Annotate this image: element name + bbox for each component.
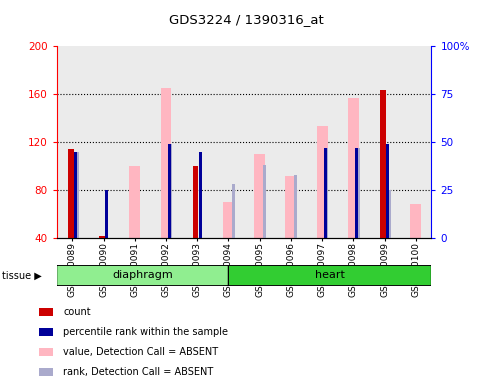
Bar (161, 88, 172, 238)
Bar (323, 148, 327, 238)
Text: count: count (63, 307, 91, 317)
Bar (285, 176, 296, 238)
Text: GDS3224 / 1390316_at: GDS3224 / 1390316_at (169, 13, 324, 26)
Bar (199, 152, 202, 238)
Bar (168, 144, 171, 238)
Text: diaphragm: diaphragm (112, 270, 173, 280)
Bar (386, 144, 389, 238)
Bar (325, 148, 328, 238)
Text: percentile rank within the sample: percentile rank within the sample (63, 327, 228, 337)
Bar (254, 154, 265, 238)
Bar (348, 98, 359, 238)
Bar (105, 190, 108, 238)
Bar (68, 149, 73, 238)
Text: value, Detection Call = ABSENT: value, Detection Call = ABSENT (63, 347, 218, 357)
Bar (387, 190, 391, 238)
Bar (263, 165, 266, 238)
Bar (169, 144, 172, 238)
Bar (355, 148, 358, 238)
Text: heart: heart (315, 270, 345, 280)
FancyBboxPatch shape (228, 265, 431, 286)
Bar (232, 184, 235, 238)
Bar (99, 236, 105, 238)
Bar (380, 91, 386, 238)
Bar (74, 152, 77, 238)
Bar (410, 204, 421, 238)
Bar (223, 202, 234, 238)
Text: rank, Detection Call = ABSENT: rank, Detection Call = ABSENT (63, 367, 213, 377)
Bar (294, 175, 297, 238)
Bar (193, 166, 199, 238)
Bar (317, 126, 327, 238)
Bar (356, 148, 359, 238)
FancyBboxPatch shape (57, 265, 228, 286)
Bar (75, 152, 78, 238)
Text: tissue ▶: tissue ▶ (2, 270, 42, 281)
Bar (129, 166, 140, 238)
